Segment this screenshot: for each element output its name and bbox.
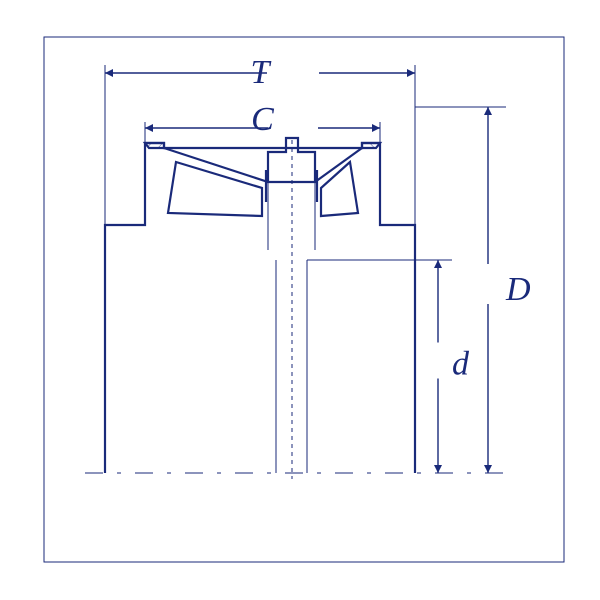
roller-left	[168, 162, 262, 216]
label-D: D	[505, 271, 531, 308]
label-T: T	[251, 54, 272, 91]
label-C: C	[251, 101, 274, 138]
bearing-diagram: TC Dd	[0, 0, 600, 600]
roller-right	[321, 162, 358, 216]
label-d: d	[452, 346, 470, 383]
outer-cup	[105, 143, 415, 473]
